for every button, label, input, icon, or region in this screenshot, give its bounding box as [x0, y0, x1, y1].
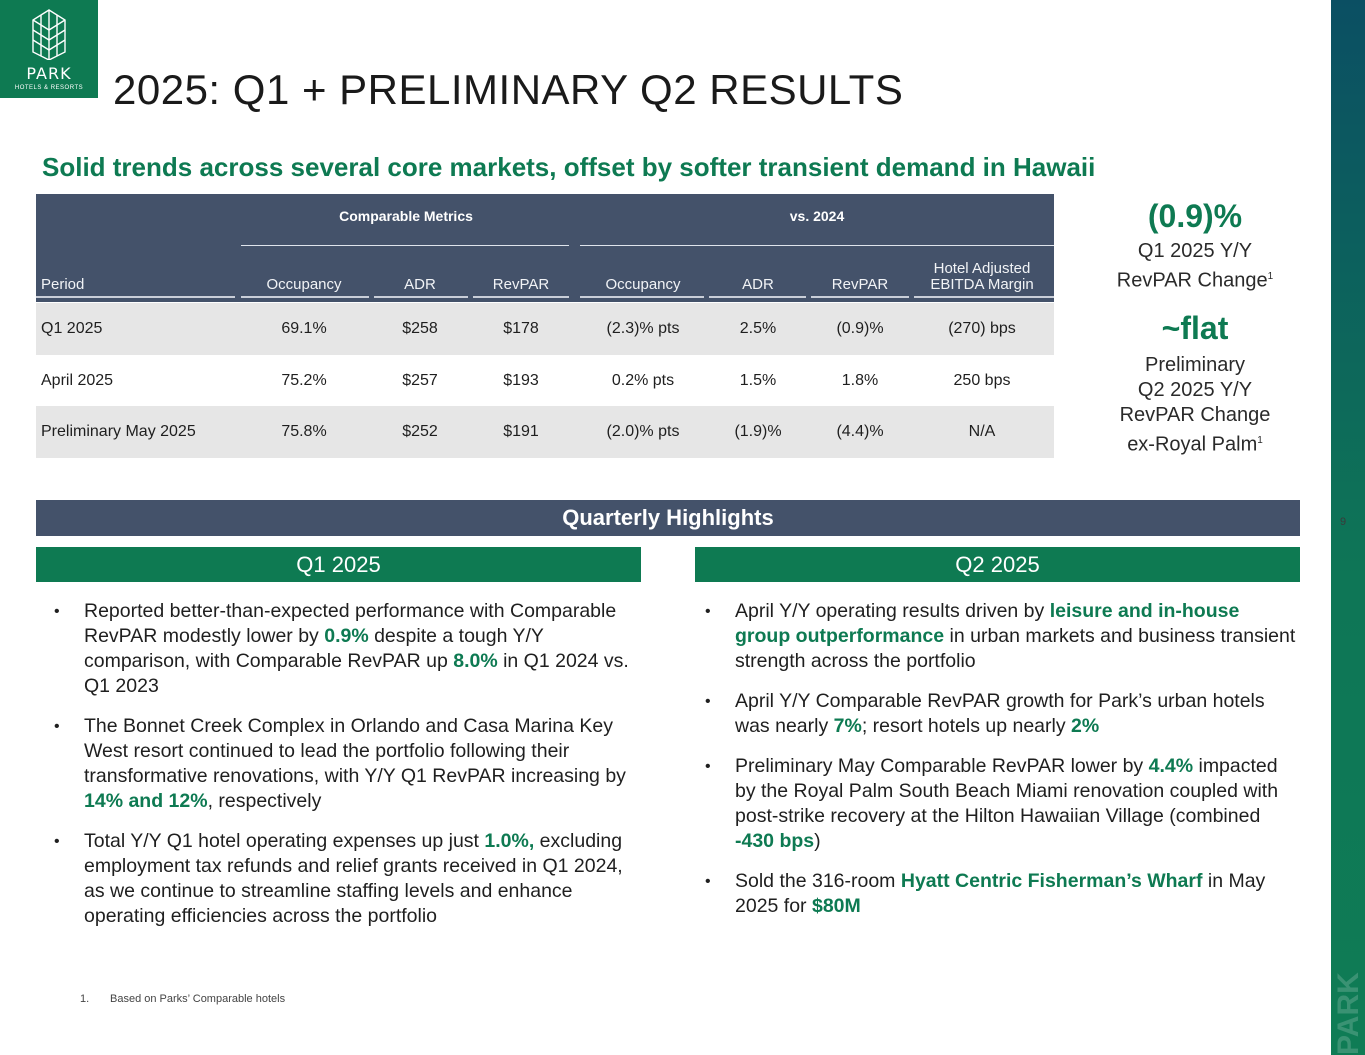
- col-header-period: Period: [41, 276, 85, 293]
- col-header-occupancy-change: Occupancy: [605, 276, 681, 293]
- stat-q2-label-line2: Q2 2025 Y/Y: [1137, 379, 1253, 401]
- stat-q2-value: ~flat: [1161, 310, 1229, 346]
- cell-occupancy: 75.2%: [281, 372, 327, 389]
- list-item: Sold the 316-room Hyatt Centric Fisherma…: [687, 869, 1299, 919]
- cell-revpar: $193: [503, 372, 539, 389]
- col-underline: [811, 296, 909, 298]
- footnote-marker: 1: [1267, 271, 1274, 282]
- cell-ebitda-margin: 250 bps: [953, 372, 1011, 389]
- col-underline: [709, 296, 806, 298]
- cell-occupancy: 69.1%: [281, 320, 327, 337]
- right-accent-bar: PARK: [1331, 0, 1365, 1055]
- stat-q2-label: Preliminary Q2 2025 Y/Y RevPAR Change ex…: [1090, 353, 1300, 458]
- table-row: Q1 2025 69.1% $258 $178 (2.3)% pts 2.5% …: [36, 303, 1054, 355]
- right-bar-watermark: PARK: [1332, 972, 1365, 1055]
- group-underline: [580, 245, 1054, 246]
- section-subtitle: Solid trends across several core markets…: [42, 152, 1096, 182]
- comparable-metrics-table: Comparable Metrics vs. 2024 Period Occup…: [36, 194, 1054, 458]
- q1-bullets: Reported better-than-expected performanc…: [36, 599, 636, 944]
- cell-revpar-change: (0.9)%: [836, 320, 884, 337]
- col-header-ebitda-line2: EBITDA Margin: [930, 276, 1034, 293]
- col-underline: [473, 296, 569, 298]
- cell-occupancy-change: (2.0)% pts: [606, 423, 680, 440]
- list-item: The Bonnet Creek Complex in Orlando and …: [36, 714, 636, 814]
- col-header-ebitda-line1: Hotel Adjusted: [933, 260, 1031, 277]
- cell-occupancy-change: (2.3)% pts: [606, 320, 680, 337]
- cell-revpar: $178: [503, 320, 539, 337]
- cell-adr: $257: [402, 372, 438, 389]
- col-underline: [914, 296, 1054, 298]
- side-stat-q2: ~flat Preliminary Q2 2025 Y/Y RevPAR Cha…: [1090, 310, 1300, 458]
- cell-adr: $258: [402, 320, 438, 337]
- stat-q1-value: (0.9)%: [1147, 198, 1243, 234]
- building-grid-icon: [32, 9, 66, 60]
- list-item: Preliminary May Comparable RevPAR lower …: [687, 754, 1299, 854]
- col-header-occupancy: Occupancy: [266, 276, 342, 293]
- quarterly-highlights-banner: Quarterly Highlights: [36, 500, 1300, 536]
- cell-adr-change: 1.5%: [739, 372, 777, 389]
- side-stat-q1: (0.9)% Q1 2025 Y/Y RevPAR Change1: [1090, 198, 1300, 294]
- col-underline: [241, 296, 369, 298]
- col-header-revpar: RevPAR: [492, 276, 550, 293]
- cell-period: Preliminary May 2025: [41, 423, 196, 440]
- q2-heading: Q2 2025: [695, 547, 1300, 582]
- cell-occupancy: 75.8%: [281, 423, 327, 440]
- page-title: 2025: Q1 + PRELIMINARY Q2 RESULTS: [113, 66, 904, 113]
- list-item: April Y/Y operating results driven by le…: [687, 599, 1299, 674]
- cell-occupancy-change: 0.2% pts: [611, 372, 675, 389]
- table-row: April 2025 75.2% $257 $193 0.2% pts 1.5%…: [36, 355, 1054, 407]
- cell-adr-change: (1.9)%: [734, 423, 782, 440]
- footnote-number: 1.: [80, 993, 90, 1005]
- stat-q2-label-line4: ex-Royal Palm1: [1127, 433, 1263, 456]
- col-header-adr: ADR: [404, 276, 436, 293]
- group-header-vs-2024: vs. 2024: [789, 208, 845, 224]
- col-header-revpar-change: RevPAR: [831, 276, 889, 293]
- q1-heading: Q1 2025: [36, 547, 641, 582]
- cell-ebitda-margin: N/A: [968, 423, 996, 440]
- logo-subtitle: HOTELS & RESORTS: [14, 85, 84, 91]
- group-header-comparable: Comparable Metrics: [339, 208, 473, 224]
- stat-q2-label-line1: Preliminary: [1144, 354, 1246, 376]
- col-underline: [374, 296, 468, 298]
- q2-bullets: April Y/Y operating results driven by le…: [687, 599, 1299, 934]
- cell-adr: $252: [402, 423, 438, 440]
- stat-q2-label-line3: RevPAR Change: [1119, 404, 1271, 426]
- cell-ebitda-margin: (270) bps: [948, 320, 1016, 337]
- footnote-text: Based on Parks’ Comparable hotels: [110, 993, 286, 1005]
- cell-period: Q1 2025: [41, 320, 103, 337]
- stat-q1-label: Q1 2025 Y/Y RevPAR Change1: [1090, 239, 1300, 294]
- group-underline: [241, 245, 569, 246]
- cell-revpar: $191: [503, 423, 539, 440]
- cell-revpar-change: (4.4)%: [836, 423, 884, 440]
- footnote: 1. Based on Parks’ Comparable hotels: [80, 993, 285, 1005]
- cell-adr-change: 2.5%: [739, 320, 777, 337]
- table-row: Preliminary May 2025 75.8% $252 $191 (2.…: [36, 406, 1054, 458]
- logo-brand: PARK: [26, 64, 72, 83]
- cell-period: April 2025: [41, 372, 114, 389]
- list-item: Total Y/Y Q1 hotel operating expenses up…: [36, 829, 636, 929]
- stat-q1-label-line1: Q1 2025 Y/Y: [1137, 240, 1253, 262]
- page-number: 9: [1340, 516, 1347, 528]
- cell-revpar-change: 1.8%: [841, 372, 879, 389]
- list-item: Reported better-than-expected performanc…: [36, 599, 636, 699]
- park-logo: PARK HOTELS & RESORTS: [0, 0, 98, 98]
- table-header: Comparable Metrics vs. 2024 Period Occup…: [36, 194, 1054, 302]
- col-header-ebitda-margin: Hotel Adjusted EBITDA Margin: [910, 261, 1054, 293]
- col-underline: [36, 296, 235, 298]
- col-header-adr-change: ADR: [742, 276, 774, 293]
- col-underline: [580, 296, 704, 298]
- footnote-marker: 1: [1257, 435, 1263, 446]
- stat-q1-label-line2: RevPAR Change1: [1116, 269, 1274, 292]
- list-item: April Y/Y Comparable RevPAR growth for P…: [687, 689, 1299, 739]
